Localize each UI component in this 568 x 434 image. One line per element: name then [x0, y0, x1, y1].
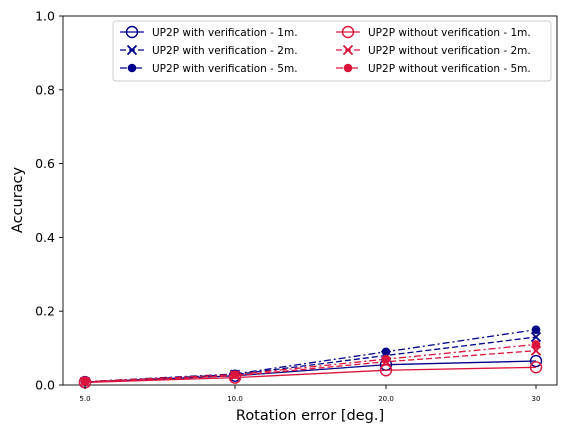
y-tick-label: 1.0: [35, 9, 55, 24]
x-tick-label: 30: [532, 395, 541, 403]
data-point: [530, 331, 542, 343]
series-layer: [78, 325, 543, 389]
data-point: [381, 347, 391, 357]
legend-label: UP2P without verification - 2m.: [368, 45, 531, 57]
y-tick-label: 0.4: [35, 230, 55, 245]
data-point: [80, 377, 90, 386]
legend-marker: [127, 63, 137, 73]
legend-label: UP2P with verification - 2m.: [152, 45, 298, 57]
legend-marker: [341, 25, 355, 39]
data-point: [381, 354, 391, 364]
legend-entry: UP2P with verification - 2m.: [120, 44, 298, 57]
x-tick-label: 5.0: [79, 395, 90, 403]
legend-box: [112, 20, 552, 82]
y-axis-label: Accuracy: [10, 166, 26, 233]
legend-label: UP2P without verification - 5m.: [368, 63, 531, 75]
legend-marker: [126, 44, 138, 56]
legend-label: UP2P with verification - 1m.: [152, 27, 298, 39]
series-6: [80, 340, 541, 386]
legend: UP2P with verification - 1m. UP2P with ve…: [112, 20, 552, 82]
series-line: [84, 350, 537, 383]
data-point: [529, 354, 543, 368]
y-tick-label: 0.8: [35, 82, 55, 97]
legend-entry: UP2P without verification - 5m.: [336, 63, 531, 75]
x-axis-label: Rotation error [deg.]: [236, 408, 384, 424]
y-tick-label: 0.2: [35, 304, 55, 319]
data-point: [531, 325, 541, 334]
legend-marker: [125, 25, 139, 39]
legend-entry: UP2P without verification - 1m.: [336, 25, 531, 39]
series-4: [78, 361, 543, 389]
x-tick-label: 20.0: [378, 395, 394, 403]
y-tick-label: 0.0: [35, 378, 55, 393]
data-point: [379, 364, 393, 377]
y-tick-label: 0.6: [35, 156, 55, 171]
legend-label: UP2P without verification - 1m.: [368, 27, 531, 39]
data-point: [230, 370, 240, 379]
legend-marker: [342, 44, 354, 56]
data-point: [530, 345, 542, 356]
axis-layer: 5.0 10.0 20.0 30 0.0 0.2 0.4 0.6 0.8 1.0: [35, 9, 540, 404]
legend-entry: UP2P with verification - 5m.: [120, 63, 298, 75]
data-point: [531, 340, 541, 349]
x-tick-label: 10.0: [227, 395, 243, 403]
legend-label: UP2P with verification - 5m.: [152, 63, 298, 75]
legend-entry: UP2P without verification - 2m.: [336, 44, 531, 57]
series-line: [84, 343, 537, 383]
legend-marker: [343, 63, 353, 73]
legend-entry: UP2P with verification - 1m.: [120, 25, 298, 39]
data-point: [529, 361, 543, 374]
series-line: [84, 366, 537, 384]
